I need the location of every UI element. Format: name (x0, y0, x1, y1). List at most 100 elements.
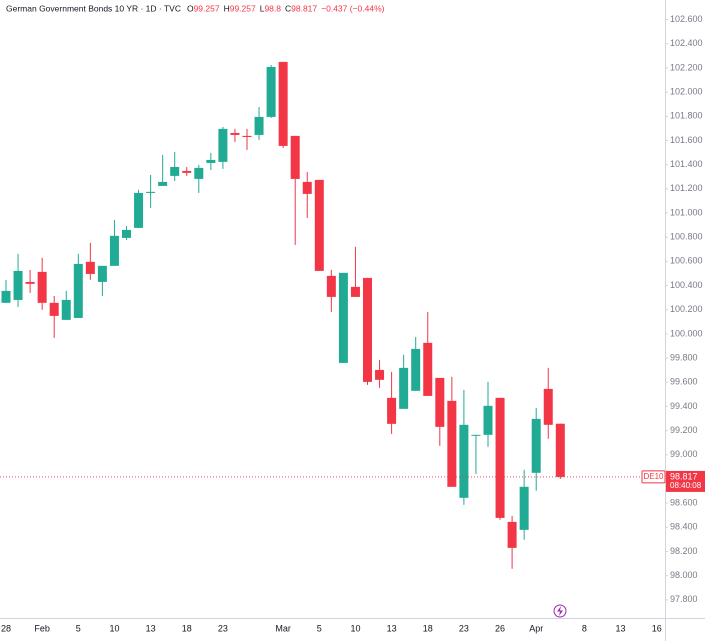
ohlc-value: 98.8 (264, 3, 281, 13)
ohlc-value: 98.817 (291, 3, 317, 13)
candle-body (182, 170, 192, 173)
candle-body (507, 521, 517, 548)
candle-body (170, 166, 180, 176)
x-tick-label: 10 (350, 623, 360, 633)
candle-body (242, 135, 252, 137)
x-tick-label: 26 (495, 623, 505, 633)
candle-body (459, 424, 469, 498)
candle-body (387, 397, 397, 424)
events-icon (553, 604, 567, 618)
symbol-tag: DE10 (643, 472, 664, 481)
symbol-tag-bg (641, 470, 666, 484)
x-tick-label: Mar (275, 623, 291, 633)
candle-body (314, 179, 324, 271)
candle-body (447, 400, 457, 487)
y-tick-label: 99.800 (670, 352, 698, 362)
candle-body (483, 405, 493, 435)
change: −0.437 (−0.44%) (321, 3, 384, 13)
candle-body (73, 263, 83, 318)
candle-body (495, 397, 505, 518)
candle-body (519, 486, 529, 530)
y-tick-label: 97.800 (670, 594, 698, 604)
y-tick-label: 100.200 (670, 304, 703, 314)
y-tick-label: 100.800 (670, 232, 703, 242)
candle-body (338, 272, 348, 363)
candle-body (146, 191, 156, 193)
y-tick-label: 98.600 (670, 498, 698, 508)
x-tick-label: Apr (529, 623, 543, 633)
ohlc-label: H (224, 3, 230, 13)
candle-body (13, 270, 23, 300)
candle-body (278, 61, 288, 146)
candle-body (254, 116, 264, 135)
x-tick-label: Feb (34, 623, 50, 633)
candle-body (363, 277, 372, 382)
y-tick-label: 99.000 (670, 449, 698, 459)
y-tick-label: 101.000 (670, 207, 703, 217)
candle-body (158, 181, 168, 186)
x-tick-label: 13 (387, 623, 397, 633)
x-tick-label: 5 (317, 623, 322, 633)
candle-body (375, 369, 385, 380)
y-tick-label: 99.600 (670, 377, 698, 387)
candle-body (194, 167, 204, 179)
y-tick-label: 101.600 (670, 135, 703, 145)
candle-body (531, 418, 541, 473)
candle-body (49, 302, 59, 316)
candle-body (435, 377, 445, 427)
candle-body (350, 286, 360, 297)
candle-body (218, 128, 228, 162)
y-tick-label: 100.400 (670, 280, 703, 290)
candle-body (326, 275, 336, 297)
candle-body (37, 271, 47, 303)
x-tick-label: 18 (182, 623, 192, 633)
candle-body (543, 388, 553, 425)
candle-body (411, 348, 421, 391)
candle-body (134, 192, 144, 228)
y-tick-label: 102.400 (670, 38, 703, 48)
x-tick-label: 5 (76, 623, 81, 633)
countdown: 08:40:08 (670, 481, 702, 490)
candle-body (290, 135, 300, 179)
x-tick-label: 23 (218, 623, 228, 633)
y-tick-label: 102.200 (670, 62, 703, 72)
x-tick-label: 10 (109, 623, 119, 633)
y-tick-label: 101.200 (670, 183, 703, 193)
price-tag-bg (666, 470, 705, 492)
y-tick-label: 102.600 (670, 14, 703, 24)
x-tick-label: 13 (146, 623, 156, 633)
chart-title: German Government Bonds 10 YR · 1D · TVC (6, 3, 181, 13)
candle-body (555, 423, 565, 477)
ohlc-label: C (285, 3, 291, 13)
candle-body (302, 181, 312, 194)
x-tick-label: 16 (652, 623, 662, 633)
candle-body (122, 229, 131, 238)
x-tick-label: 8 (582, 623, 587, 633)
ohlc-value: 99.257 (194, 3, 220, 13)
y-tick-label: 100.600 (670, 256, 703, 266)
y-tick-label: 102.000 (670, 86, 703, 96)
y-tick-label: 98.400 (670, 522, 698, 532)
x-tick-label: 23 (459, 623, 469, 633)
candle-body (206, 159, 216, 163)
candle-body (471, 434, 481, 436)
candle-body (61, 299, 71, 320)
candle-body (399, 367, 409, 409)
y-tick-label: 101.400 (670, 159, 703, 169)
candle-body (85, 261, 95, 274)
y-tick-label: 101.800 (670, 111, 703, 121)
ohlc-label: O (187, 3, 194, 13)
legend: German Government Bonds 10 YR · 1D · TVC… (6, 3, 385, 13)
ohlc-value: 99.257 (230, 3, 256, 13)
y-tick-label: 100.000 (670, 328, 703, 338)
event-bolt (557, 606, 563, 616)
y-tick-label: 98.000 (670, 570, 698, 580)
candle-body (1, 290, 11, 303)
y-tick-label: 98.200 (670, 546, 698, 556)
candle-body (266, 66, 276, 117)
x-tick-label: 13 (616, 623, 626, 633)
ohlc-label: L (260, 3, 265, 13)
